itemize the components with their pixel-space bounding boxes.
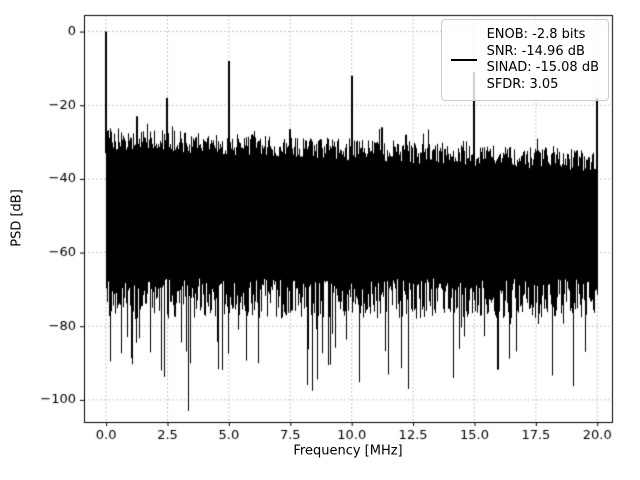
legend-entry-sfdr: SFDR: 3.05 (486, 76, 559, 92)
legend-entry-snr: SNR: -14.96 dB (486, 43, 585, 59)
y-axis-label: PSD [dB] (9, 189, 25, 247)
legend: ENOB: -2.8 bits SNR: -14.96 dB SINAD: -1… (440, 19, 609, 101)
x-axis-label: Frequency [MHz] (293, 443, 403, 459)
legend-entry-sinad: SINAD: -15.08 dB (486, 60, 599, 75)
legend-entry-enob: ENOB: -2.8 bits (486, 27, 586, 42)
legend-text-block: ENOB: -2.8 bits SNR: -14.96 dB SINAD: -1… (487, 27, 599, 93)
legend-line-sample (450, 59, 477, 61)
